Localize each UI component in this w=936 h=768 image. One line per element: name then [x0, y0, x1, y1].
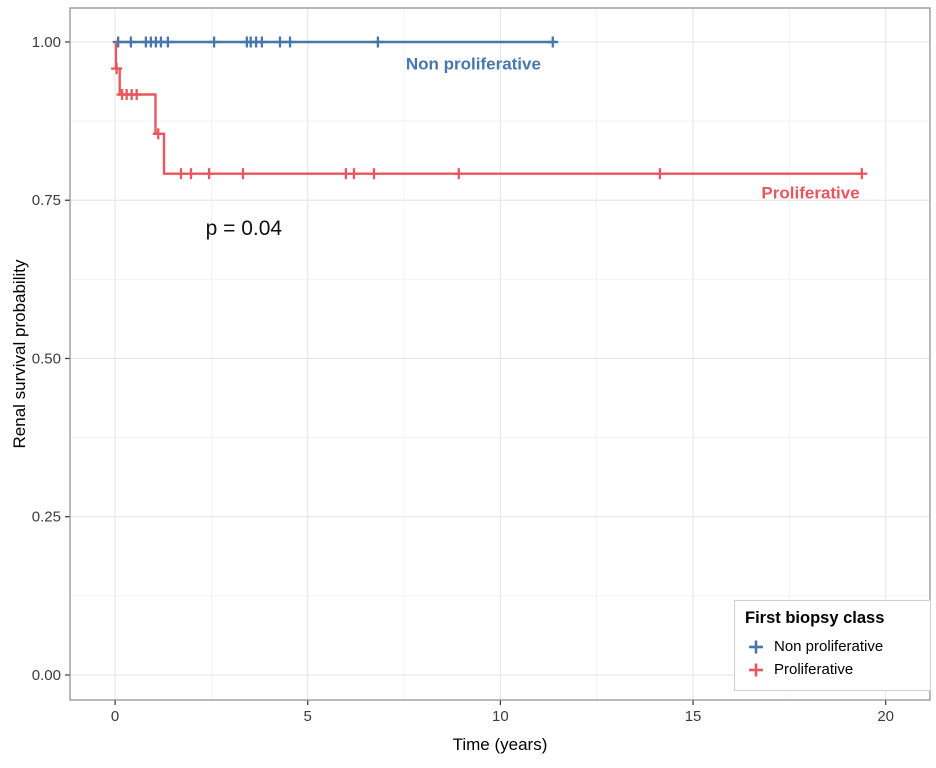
axis-ticks — [65, 41, 887, 705]
x-tick-label: 5 — [304, 708, 312, 725]
x-axis-title: Time (years) — [452, 735, 548, 754]
p-value-annotation: p = 0.04 — [206, 217, 283, 240]
x-tick-label: 15 — [685, 708, 702, 725]
y-tick-label: 1.00 — [32, 34, 61, 51]
legend: First biopsy class Non proliferative Pro… — [734, 600, 931, 691]
x-tick-label: 20 — [877, 708, 894, 725]
x-tick-label: 0 — [111, 708, 119, 725]
censor-marks-proliferative — [111, 63, 868, 180]
y-tick-label: 0.75 — [32, 192, 61, 209]
legend-item-non-proliferative: Non proliferative — [745, 635, 920, 658]
curve-label-proliferative: Proliferative — [761, 184, 859, 203]
axis-tick-labels: 0 5 10 15 20 0.00 0.25 0.50 0.75 1.00 — [32, 34, 894, 725]
y-tick-label: 0.00 — [32, 667, 61, 684]
curve-label-non-proliferative: Non proliferative — [406, 55, 541, 74]
plus-marker-icon — [749, 663, 763, 676]
legend-title: First biopsy class — [745, 609, 885, 627]
plus-marker-icon — [749, 640, 763, 653]
panel-border — [69, 7, 931, 701]
y-tick-label: 0.25 — [32, 509, 61, 526]
legend-item-label: Non proliferative — [774, 638, 884, 655]
censor-marks-non-proliferative — [112, 36, 559, 48]
y-tick-label: 0.50 — [32, 350, 61, 367]
legend-item-proliferative: Proliferative — [745, 658, 920, 681]
legend-item-label: Proliferative — [774, 661, 854, 678]
y-axis-title: Renal survival probability — [10, 259, 29, 449]
x-tick-label: 10 — [492, 708, 509, 725]
